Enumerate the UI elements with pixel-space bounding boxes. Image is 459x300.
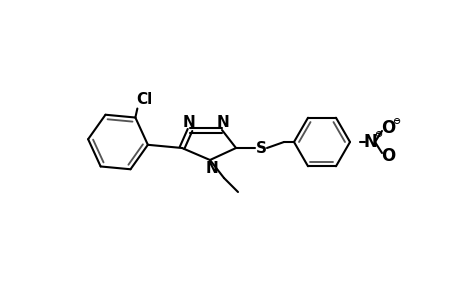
Text: S: S (255, 140, 266, 155)
Text: N: N (205, 160, 218, 175)
Text: Cl: Cl (136, 92, 152, 107)
Text: N: N (182, 115, 195, 130)
Text: N: N (362, 133, 376, 151)
Text: N: N (216, 115, 229, 130)
Text: ⊕: ⊕ (373, 129, 381, 139)
Text: O: O (380, 119, 394, 137)
Text: ⊖: ⊖ (391, 116, 399, 126)
Text: O: O (380, 147, 394, 165)
